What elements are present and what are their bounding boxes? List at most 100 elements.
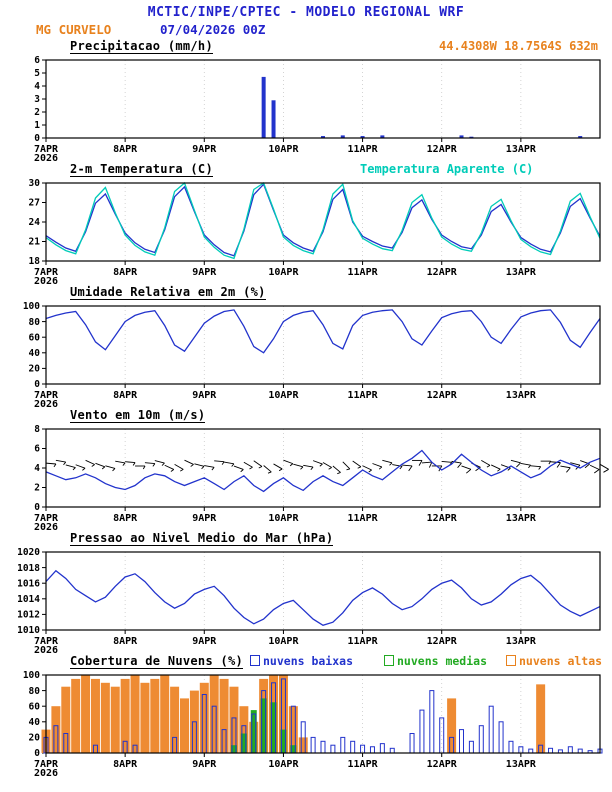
legend-nuvens-baixas: nuvens baixas <box>250 654 353 668</box>
svg-text:13APR: 13APR <box>506 267 537 278</box>
svg-text:13APR: 13APR <box>506 759 537 770</box>
svg-text:9APR: 9APR <box>192 390 217 401</box>
svg-text:10APR: 10APR <box>268 636 299 647</box>
svg-text:11APR: 11APR <box>348 390 379 401</box>
apparent-temperature-legend: Temperatura Aparente (C) <box>360 162 534 176</box>
svg-text:11APR: 11APR <box>348 759 379 770</box>
svg-text:13APR: 13APR <box>506 513 537 524</box>
svg-text:2: 2 <box>34 483 40 494</box>
svg-text:1012: 1012 <box>17 610 40 621</box>
svg-text:8: 8 <box>34 425 40 435</box>
svg-text:80: 80 <box>29 686 41 697</box>
wind-title: Vento em 10m (m/s) <box>70 408 206 423</box>
svg-text:2026: 2026 <box>34 153 58 162</box>
svg-text:2026: 2026 <box>34 768 58 777</box>
svg-text:0: 0 <box>34 133 40 144</box>
svg-text:100: 100 <box>23 302 40 312</box>
panel-temperature: 2-m Temperatura (C) Temperatura Aparente… <box>0 162 612 285</box>
svg-text:8APR: 8APR <box>113 390 138 401</box>
svg-text:13APR: 13APR <box>506 390 537 401</box>
model-run-datetime: 07/04/2026 00Z <box>160 22 266 37</box>
svg-text:10APR: 10APR <box>268 513 299 524</box>
svg-text:7APR: 7APR <box>34 267 59 278</box>
svg-text:10APR: 10APR <box>268 267 299 278</box>
svg-text:8APR: 8APR <box>113 759 138 770</box>
svg-text:1018: 1018 <box>17 563 40 574</box>
header-subtitle: MG CURVELO 07/04/2026 00Z <box>0 22 612 39</box>
svg-text:7APR: 7APR <box>34 144 59 155</box>
panel-wind: Vento em 10m (m/s) 0 2 4 6 8 7APR 2026 8APR 9APR… <box>0 408 612 531</box>
svg-text:0: 0 <box>34 379 40 390</box>
pressure-title: Pressao ao Nivel Medio do Mar (hPa) <box>70 531 334 546</box>
svg-text:30: 30 <box>29 179 41 189</box>
svg-text:11APR: 11APR <box>348 144 379 155</box>
svg-text:2026: 2026 <box>34 522 58 531</box>
svg-text:2026: 2026 <box>34 399 58 408</box>
svg-text:60: 60 <box>29 701 41 712</box>
svg-text:11APR: 11APR <box>348 636 379 647</box>
svg-text:12APR: 12APR <box>427 390 458 401</box>
svg-text:1020: 1020 <box>17 548 40 558</box>
cloud-cover-title: Cobertura de Nuvens (%) <box>70 654 244 669</box>
svg-text:0: 0 <box>34 502 40 513</box>
svg-text:1016: 1016 <box>17 578 40 589</box>
high-cloud-legend-box-icon <box>506 655 516 666</box>
svg-text:1: 1 <box>34 120 40 131</box>
svg-text:2026: 2026 <box>34 276 58 285</box>
humidity-title: Umidade Relativa em 2m (%) <box>70 285 266 300</box>
svg-text:11APR: 11APR <box>348 267 379 278</box>
station-name: MG CURVELO <box>36 22 112 37</box>
temperature-title: 2-m Temperatura (C) <box>70 162 213 177</box>
svg-text:80: 80 <box>29 317 41 328</box>
svg-text:10APR: 10APR <box>268 759 299 770</box>
svg-text:7APR: 7APR <box>34 636 59 647</box>
svg-text:7APR: 7APR <box>34 759 59 770</box>
svg-text:0: 0 <box>34 748 40 759</box>
svg-text:13APR: 13APR <box>506 144 537 155</box>
svg-text:10APR: 10APR <box>268 390 299 401</box>
svg-text:18: 18 <box>29 256 41 267</box>
svg-text:40: 40 <box>29 348 41 359</box>
panel-precipitation: Precipitacao (mm/h) 44.4308W 18.7564S 63… <box>0 39 612 162</box>
svg-text:9APR: 9APR <box>192 144 217 155</box>
svg-text:8APR: 8APR <box>113 267 138 278</box>
panel-cloud-cover: Cobertura de Nuvens (%) nuvens baixas nu… <box>0 654 612 777</box>
svg-text:24: 24 <box>29 217 41 228</box>
svg-text:13APR: 13APR <box>506 636 537 647</box>
svg-text:5: 5 <box>34 68 40 79</box>
svg-text:20: 20 <box>29 364 41 375</box>
svg-text:8APR: 8APR <box>113 513 138 524</box>
svg-text:40: 40 <box>29 717 41 728</box>
page-title: MCTIC/INPE/CPTEC - MODELO REGIONAL WRF <box>147 5 465 20</box>
svg-text:7APR: 7APR <box>34 513 59 524</box>
svg-text:12APR: 12APR <box>427 636 458 647</box>
svg-text:8APR: 8APR <box>113 636 138 647</box>
svg-text:3: 3 <box>34 94 40 105</box>
svg-text:100: 100 <box>23 671 40 681</box>
svg-text:9APR: 9APR <box>192 267 217 278</box>
panel-humidity: Umidade Relativa em 2m (%) 0 20 40 60 80 100 7… <box>0 285 612 408</box>
svg-text:2026: 2026 <box>34 645 58 654</box>
station-coordinates: 44.4308W 18.7564S 632m <box>439 39 598 53</box>
legend-nuvens-altas: nuvens altas <box>506 654 602 668</box>
svg-text:8APR: 8APR <box>113 144 138 155</box>
svg-text:7APR: 7APR <box>34 390 59 401</box>
low-cloud-legend-box-icon <box>250 655 260 666</box>
svg-text:10APR: 10APR <box>268 144 299 155</box>
svg-text:9APR: 9APR <box>192 636 217 647</box>
svg-text:6: 6 <box>34 444 40 455</box>
precipitation-title: Precipitacao (mm/h) <box>70 39 213 54</box>
svg-text:6: 6 <box>34 56 40 66</box>
mid-cloud-legend-box-icon <box>384 655 394 666</box>
svg-text:27: 27 <box>29 198 40 209</box>
legend-nuvens-medias: nuvens medias <box>384 654 487 668</box>
svg-text:1010: 1010 <box>17 625 40 636</box>
svg-text:60: 60 <box>29 332 41 343</box>
